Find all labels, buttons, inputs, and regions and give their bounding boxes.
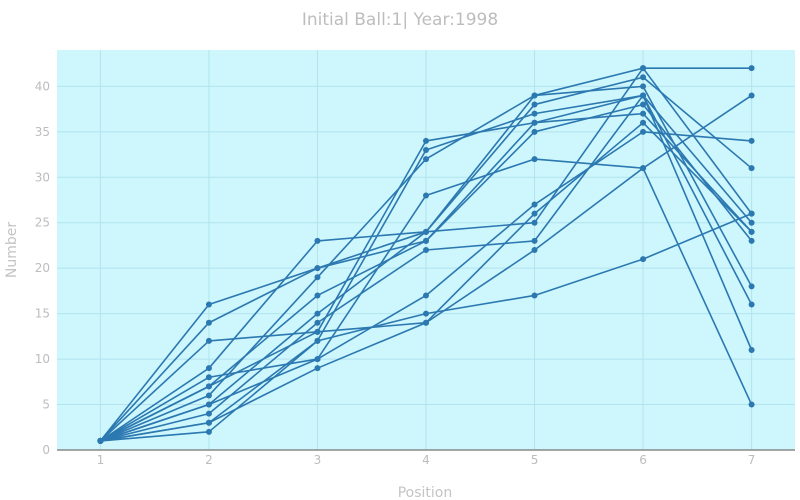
data-point bbox=[531, 156, 538, 163]
data-point bbox=[423, 310, 429, 317]
data-point bbox=[205, 337, 212, 344]
data-point bbox=[205, 401, 212, 408]
x-tick-label: 3 bbox=[314, 453, 322, 467]
data-point bbox=[640, 65, 647, 72]
data-point bbox=[531, 210, 538, 217]
data-point bbox=[748, 210, 755, 217]
data-point bbox=[748, 347, 755, 353]
x-tick-label: 5 bbox=[531, 453, 539, 467]
y-tick-label: 10 bbox=[35, 352, 50, 366]
data-point bbox=[423, 228, 429, 235]
y-tick-label: 5 bbox=[42, 398, 50, 412]
data-point bbox=[205, 365, 212, 372]
data-point bbox=[748, 65, 755, 72]
x-tick-label: 7 bbox=[748, 453, 756, 467]
data-point bbox=[748, 219, 755, 226]
data-point bbox=[748, 228, 755, 235]
x-tick-label: 2 bbox=[205, 453, 213, 467]
x-tick-label: 6 bbox=[639, 453, 647, 467]
series-layer bbox=[97, 65, 755, 444]
x-tick-label: 4 bbox=[422, 453, 430, 467]
data-point bbox=[748, 237, 755, 244]
data-point bbox=[205, 383, 212, 390]
y-tick-label: 20 bbox=[35, 261, 50, 275]
y-tick-label: 30 bbox=[35, 170, 50, 184]
data-point bbox=[314, 310, 321, 317]
data-point bbox=[423, 156, 429, 163]
data-point bbox=[205, 419, 212, 426]
data-point bbox=[314, 356, 321, 363]
data-point bbox=[423, 237, 429, 244]
tick-labels: 0 5 10 15 20 25 30 35 40 1 2 3 4 5 6 7 bbox=[35, 79, 756, 467]
data-point bbox=[314, 237, 321, 244]
data-point bbox=[314, 292, 321, 299]
y-axis-label: Number bbox=[4, 222, 20, 278]
y-tick-label: 40 bbox=[35, 79, 50, 93]
data-point bbox=[640, 74, 647, 81]
data-point bbox=[423, 247, 429, 253]
data-point bbox=[531, 237, 538, 244]
y-tick-label: 25 bbox=[35, 216, 50, 230]
data-point bbox=[314, 328, 321, 335]
series-13 bbox=[97, 128, 755, 444]
data-point bbox=[531, 219, 538, 226]
data-point bbox=[640, 92, 647, 99]
data-point bbox=[205, 374, 212, 381]
data-point bbox=[423, 292, 429, 299]
data-point bbox=[640, 256, 647, 263]
x-axis-label: Position bbox=[398, 485, 453, 500]
data-point bbox=[748, 301, 755, 308]
data-point bbox=[205, 428, 212, 435]
data-point bbox=[531, 292, 538, 299]
data-point bbox=[640, 110, 647, 117]
data-point bbox=[314, 265, 321, 272]
data-point bbox=[531, 92, 538, 99]
data-point bbox=[640, 101, 647, 108]
data-point bbox=[423, 319, 429, 326]
data-point bbox=[531, 128, 538, 135]
x-tick-label: 1 bbox=[97, 453, 105, 467]
data-point bbox=[531, 110, 538, 117]
chart-title: Initial Ball:1| Year:1998 bbox=[302, 10, 498, 30]
data-point bbox=[748, 401, 755, 408]
data-point bbox=[640, 165, 647, 172]
data-point bbox=[205, 410, 212, 417]
data-point bbox=[748, 165, 755, 172]
data-point bbox=[97, 437, 104, 444]
data-point bbox=[423, 147, 429, 153]
data-point bbox=[531, 119, 538, 126]
data-point bbox=[640, 83, 647, 90]
data-point bbox=[205, 301, 212, 308]
data-point bbox=[314, 274, 321, 281]
y-tick-label: 15 bbox=[35, 307, 50, 321]
data-point bbox=[314, 319, 321, 326]
data-point bbox=[640, 119, 647, 126]
data-point bbox=[423, 137, 429, 144]
y-tick-label: 35 bbox=[35, 125, 50, 139]
data-point bbox=[423, 192, 429, 199]
data-point bbox=[205, 319, 212, 326]
data-point bbox=[640, 128, 647, 135]
data-point bbox=[748, 92, 755, 99]
data-point bbox=[531, 101, 538, 108]
data-point bbox=[531, 201, 538, 208]
data-point bbox=[748, 283, 755, 290]
data-point bbox=[314, 365, 321, 372]
data-point bbox=[314, 337, 321, 344]
data-point bbox=[205, 392, 212, 399]
data-point bbox=[748, 137, 755, 144]
y-tick-label: 0 bbox=[42, 443, 50, 457]
data-point bbox=[531, 247, 538, 253]
series-14 bbox=[97, 119, 755, 444]
